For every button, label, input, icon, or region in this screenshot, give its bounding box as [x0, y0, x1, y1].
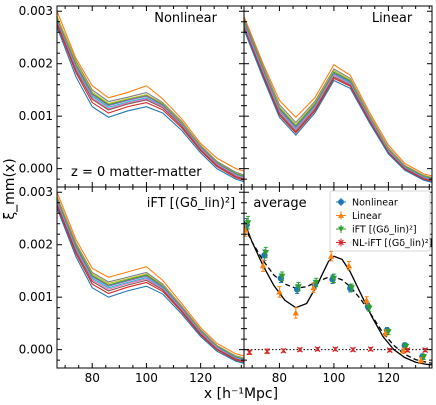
series-line: [57, 16, 244, 177]
panel-plot-area: [244, 16, 432, 183]
series-line: [57, 202, 244, 362]
series-line: [57, 207, 244, 364]
series-line: [57, 21, 244, 179]
x-tick-label: 100: [135, 371, 158, 385]
panel-1: 0.000 0.001 0.002 0.003 Nonlinear z = 0 matte…: [19, 4, 245, 188]
panel-title: average: [253, 196, 306, 211]
marker-x: [280, 347, 287, 354]
panel-title: iFT [(Gδ_lin)²]: [147, 196, 235, 211]
marker-x: [350, 346, 356, 353]
series-line: [57, 19, 244, 178]
series-line: [57, 22, 244, 180]
panel-title: Nonlinear: [154, 11, 217, 26]
legend-item: Nonlinear: [336, 198, 398, 209]
x-tick-label: 80: [85, 371, 100, 385]
panel-4: 80 100 120 average Nonlinear Linear iFT [(Gδ_l…: [243, 186, 433, 385]
marker-triangle-up: [417, 356, 425, 363]
marker-triangle-up: [363, 297, 370, 303]
marker-triangle-down: [278, 273, 286, 280]
marker-triangle-down: [366, 305, 373, 312]
y-tick-label: 0.002: [19, 57, 53, 71]
series-line: [57, 24, 244, 181]
panel-plot-area: [57, 192, 244, 364]
marker-x: [422, 347, 429, 354]
x-axis-label: x [h⁻¹Mpc]: [204, 386, 278, 402]
marker-triangle-down: [385, 329, 392, 335]
legend-label: iFT [(Gδ_lin)²]: [352, 225, 417, 236]
legend-label: Nonlinear: [352, 198, 398, 209]
marker-triangle-up: [338, 212, 344, 218]
marker-x: [264, 348, 271, 355]
x-tick-label: 100: [322, 371, 345, 385]
series-line: [244, 29, 432, 183]
marker-triangle-up: [345, 262, 353, 269]
series-line: [244, 25, 432, 181]
marker-triangle-up: [292, 309, 299, 316]
panel-title: Linear: [372, 11, 413, 26]
series-line: [57, 21, 244, 179]
x-tick-label: 80: [272, 371, 287, 385]
legend-label: NL-iFT [(Gδ_lin)²]: [352, 238, 432, 249]
marker-circle: [338, 199, 344, 205]
y-tick-label: 0.003: [19, 185, 53, 199]
panel-3: 0.000 0.001 0.002 0.003 80 100 120 iFT [(Gδ_lin…: [19, 185, 245, 385]
series-line: [244, 27, 432, 182]
series-line: [244, 26, 432, 182]
series-line: [244, 16, 432, 177]
series-line: [57, 204, 244, 362]
panel-plot-area: [244, 215, 432, 366]
series-line: [244, 24, 432, 181]
marker-x: [404, 347, 411, 354]
marker-triangle-up: [259, 262, 267, 269]
marker-x: [296, 346, 303, 353]
marker-triangle-down: [338, 226, 344, 232]
series-line: [57, 192, 244, 357]
series-line: [57, 26, 244, 183]
marker-x: [246, 349, 253, 356]
panel-2: Linear: [243, 5, 433, 188]
legend: Nonlinear Linear iFT [(Gδ_lin)²] NL-iFT [(G…: [329, 190, 432, 252]
legend-item: NL-iFT [(Gδ_lin)²]: [336, 238, 432, 249]
y-tick-label: 0.002: [19, 238, 53, 252]
legend-label: Linear: [352, 211, 382, 222]
series-line: [57, 205, 244, 363]
marker-x: [386, 347, 393, 354]
marker-triangle-down: [420, 354, 428, 361]
legend-box: [329, 190, 431, 252]
panel-frame: [243, 186, 433, 369]
redshift-annotation: z = 0 matter-matter: [71, 165, 202, 180]
y-tick-label: 0.000: [19, 343, 53, 357]
series-line: [57, 11, 244, 172]
legend-item: Linear: [336, 211, 382, 222]
marker-triangle-down: [348, 285, 355, 291]
y-tick-label: 0.000: [19, 162, 53, 176]
y-tick-label: 0.003: [19, 4, 53, 18]
legend-item: iFT [(Gδ_lin)²]: [336, 225, 417, 236]
panels-group: 0.000 0.001 0.002 0.003 Nonlinear z = 0 matte…: [19, 4, 433, 385]
marker-triangle-up: [327, 253, 335, 259]
y-tick-label: 0.001: [19, 290, 53, 304]
marker-triangle-down: [262, 250, 269, 256]
marker-triangle-up: [310, 284, 317, 291]
x-tick-label: 120: [189, 371, 212, 385]
marker-triangle-down: [402, 343, 410, 350]
y-axis-label: ξ_mm(x): [2, 158, 18, 219]
marker-x: [314, 346, 321, 353]
x-tick-label: 120: [377, 371, 400, 385]
marker-x: [367, 346, 374, 353]
marker-triangle-down: [313, 279, 320, 286]
y-tick-label: 0.001: [19, 109, 53, 123]
marker-x: [338, 239, 344, 246]
marker-triangle-down: [330, 275, 338, 282]
series-line: [57, 16, 244, 176]
marker-x: [332, 346, 339, 353]
marker-triangle-up: [244, 226, 249, 233]
marker-triangle-up: [276, 288, 283, 295]
panel-plot-area: [57, 11, 244, 183]
marker-triangle-down: [295, 284, 302, 290]
model-solid-line: [244, 220, 432, 366]
marker-triangle-down: [244, 220, 252, 226]
series-line: [57, 18, 244, 178]
